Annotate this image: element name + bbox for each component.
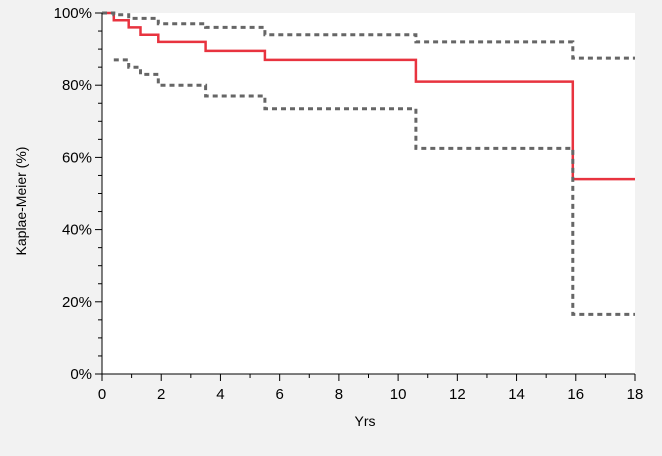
y-tick-label: 40% [62,222,92,239]
x-tick-label: 6 [275,386,283,403]
ci-bound-line-1 [102,11,635,60]
x-tick-label: 18 [627,386,644,403]
x-tick-label: 0 [98,386,106,403]
x-tick-label: 10 [390,386,407,403]
x-tick-label: 2 [157,386,165,403]
y-tick-label: 60% [62,149,92,166]
axes-layer: 0% 20% 40% 60% 80% 100% 0 2 4 6 8 10 12 14 16 18 [54,5,644,403]
y-tick-label: 80% [62,77,92,94]
x-tick-label: 12 [449,386,466,403]
plot-area [102,13,635,374]
y-axis-title: Kaplae-Meier (%) [13,147,29,256]
ci-bound-line-2 [113,58,635,316]
y-tick-label: 0% [70,366,92,383]
x-tick-label: 16 [567,386,584,403]
x-tick-label: 14 [508,386,525,403]
y-tick-label: 20% [62,294,92,311]
survival-curve-line [102,11,635,181]
x-axis-title: Yrs [355,413,376,429]
y-tick-label: 100% [54,5,92,22]
x-tick-label: 8 [335,386,343,403]
x-tick-label: 4 [216,386,224,403]
series-layer [102,11,635,316]
